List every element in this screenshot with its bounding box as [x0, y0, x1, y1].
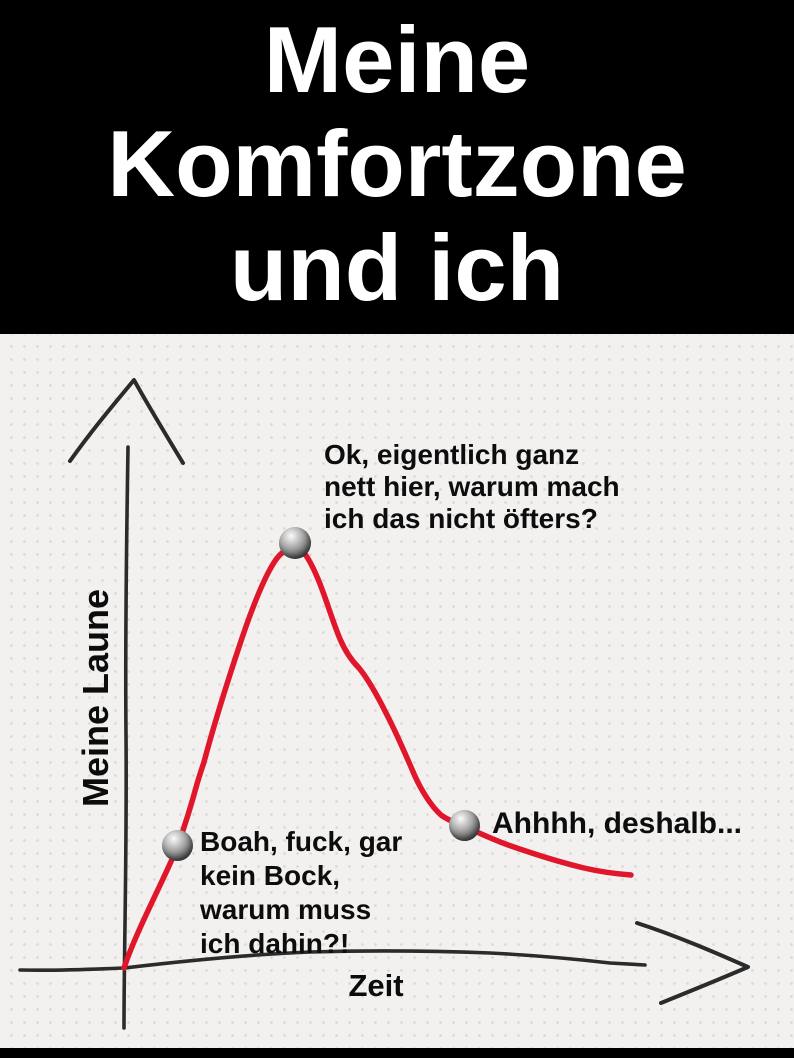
- page-title-line-3: und ich: [229, 215, 565, 320]
- annotation-end-line-1: Ahhhh, deshalb...: [492, 807, 743, 840]
- y-axis-line: [122, 445, 130, 1030]
- annotation-start-line-4: ich dahin?!: [200, 928, 350, 959]
- annotation-start-line-1: Boah, fuck, gar: [200, 826, 403, 857]
- bottom-black-bar: [0, 1048, 794, 1058]
- data-point-end-sphere: [449, 810, 480, 841]
- annotation-peak-line-2: nett hier, warum mach: [324, 471, 620, 502]
- x-axis-label: Zeit: [348, 968, 404, 1003]
- annotation-peak: Ok, eigentlich ganz nett hier, warum mac…: [324, 439, 620, 535]
- data-point-start-sphere: [162, 830, 193, 861]
- chart-area: Meine Laune Zeit Ok, eigentlich ganz net…: [0, 334, 794, 1048]
- y-axis-arrow-icon: [68, 378, 185, 465]
- page-title-line-1: Meine: [263, 7, 531, 112]
- annotation-start-line-3: warum muss: [200, 894, 372, 925]
- y-axis-label: Meine Laune: [75, 588, 116, 808]
- x-axis-line: [18, 949, 647, 973]
- x-axis-arrow-icon: [635, 921, 750, 1005]
- annotation-end: Ahhhh, deshalb...: [492, 807, 742, 841]
- annotation-start: Boah, fuck, gar kein Bock, warum muss ic…: [200, 825, 402, 961]
- data-point-peak-sphere: [279, 527, 311, 559]
- annotation-peak-line-1: Ok, eigentlich ganz: [324, 439, 580, 470]
- title-banner: Meine Komfortzone und ich: [0, 0, 794, 334]
- annotation-peak-line-3: ich das nicht öfters?: [324, 503, 598, 534]
- annotation-start-line-2: kein Bock,: [200, 860, 341, 891]
- page-title-line-2: Komfortzone: [107, 111, 687, 216]
